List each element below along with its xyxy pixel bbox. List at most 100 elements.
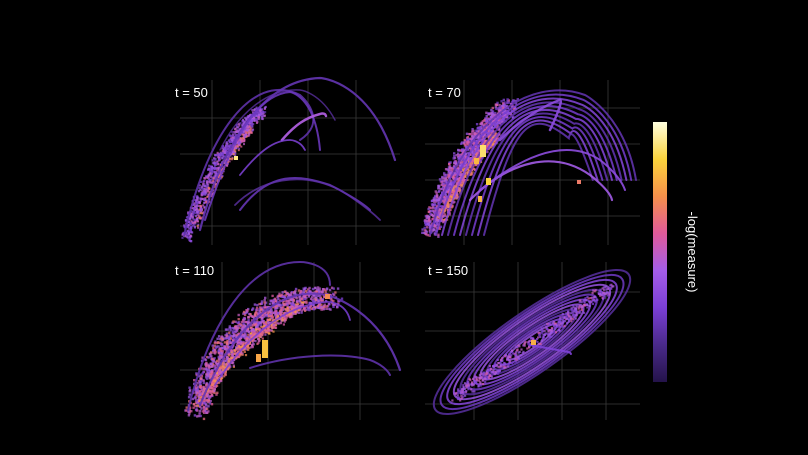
- density-cell: [260, 112, 263, 115]
- density-cell: [579, 310, 582, 313]
- density-cell: [261, 332, 264, 335]
- density-cell: [484, 140, 487, 143]
- density-cell: [226, 161, 229, 163]
- density-cell: [211, 349, 215, 352]
- density-cell: [483, 128, 486, 132]
- density-cell: [426, 233, 429, 237]
- density-cell: [457, 148, 460, 152]
- density-cell: [211, 193, 214, 196]
- density-cell: [447, 168, 450, 171]
- density-cell: [300, 309, 304, 312]
- density-cell: [191, 217, 194, 220]
- density-cell: [216, 384, 219, 388]
- density-cell: [199, 392, 203, 396]
- density-cell: [211, 383, 214, 386]
- density-plot: [421, 89, 637, 238]
- density-cell: [269, 313, 273, 316]
- density-cell: [206, 176, 209, 180]
- density-trajectory: [498, 98, 563, 142]
- density-cell: [209, 377, 212, 380]
- density-cell: [201, 392, 204, 395]
- density-cell: [424, 221, 427, 224]
- density-cell: [433, 211, 436, 214]
- density-cell: [586, 306, 589, 309]
- density-cell: [524, 341, 527, 344]
- density-cell: [446, 186, 450, 189]
- density-cell: [185, 216, 189, 219]
- density-cell: [286, 315, 290, 318]
- density-cell: [213, 352, 217, 355]
- density-orbit: [439, 273, 625, 411]
- density-cell: [434, 203, 437, 206]
- density-cell: [208, 402, 211, 405]
- density-cell: [484, 120, 488, 123]
- density-cell: [508, 354, 511, 357]
- density-cell: [256, 110, 259, 113]
- density-cell: [496, 369, 499, 373]
- density-cell: [226, 355, 229, 358]
- density-cell: [447, 187, 450, 191]
- density-cell: [209, 362, 212, 365]
- density-cell: [188, 236, 192, 239]
- density-cell: [211, 360, 214, 363]
- density-cell: [300, 301, 304, 304]
- density-cell: [221, 157, 224, 160]
- density-cell: [446, 176, 449, 179]
- density-cell: [249, 326, 253, 330]
- density-cell: [212, 170, 215, 173]
- density-cell: [505, 116, 508, 119]
- density-cell: [506, 101, 509, 105]
- density-cell: [456, 193, 459, 196]
- density-cell: [214, 373, 217, 376]
- density-cell: [223, 360, 226, 363]
- density-cell: [331, 303, 335, 307]
- density-cell: [231, 150, 234, 153]
- density-cell: [572, 304, 575, 307]
- density-cell: [195, 373, 198, 377]
- density-cell: [328, 303, 331, 306]
- density-cell: [291, 308, 294, 311]
- density-cell: [437, 235, 440, 238]
- density-cell: [203, 206, 206, 209]
- density-cell: [206, 181, 209, 184]
- density-cell: [257, 116, 260, 119]
- density-cell: [268, 332, 271, 335]
- density-cell: [523, 342, 526, 346]
- density-cell: [268, 311, 272, 314]
- density-cell: [490, 368, 493, 371]
- density-cell: [490, 375, 493, 378]
- density-cell: [292, 307, 295, 310]
- density-cell: [249, 131, 252, 134]
- density-cell: [294, 307, 297, 310]
- density-cell: [199, 396, 202, 399]
- density-cell: [311, 296, 314, 299]
- density-cell: [438, 227, 441, 230]
- density-cell: [258, 315, 262, 319]
- density-cell: [336, 305, 339, 309]
- density-cell: [496, 101, 499, 105]
- density-cell: [312, 293, 315, 297]
- density-trajectory: [441, 97, 628, 236]
- density-cell: [444, 178, 447, 182]
- density-cell: [237, 318, 240, 321]
- density-cell: [210, 394, 213, 397]
- density-cell: [241, 328, 244, 332]
- density-cell: [203, 389, 206, 392]
- density-cell: [264, 296, 267, 300]
- density-cell: [244, 324, 247, 327]
- density-cell: [309, 297, 313, 300]
- density-cell: [476, 152, 479, 155]
- density-cell: [217, 351, 221, 355]
- density-trajectory: [239, 139, 306, 176]
- density-cell: [485, 114, 488, 118]
- density-cell: [521, 352, 524, 355]
- density-cell: [449, 199, 452, 202]
- density-cell: [234, 152, 237, 155]
- density-cell: [492, 119, 495, 123]
- density-cell: [501, 115, 504, 119]
- density-cell: [203, 182, 206, 185]
- density-cell: [485, 111, 488, 114]
- density-cell: [264, 111, 267, 114]
- density-cell: [239, 322, 242, 326]
- density-cell: [448, 203, 452, 206]
